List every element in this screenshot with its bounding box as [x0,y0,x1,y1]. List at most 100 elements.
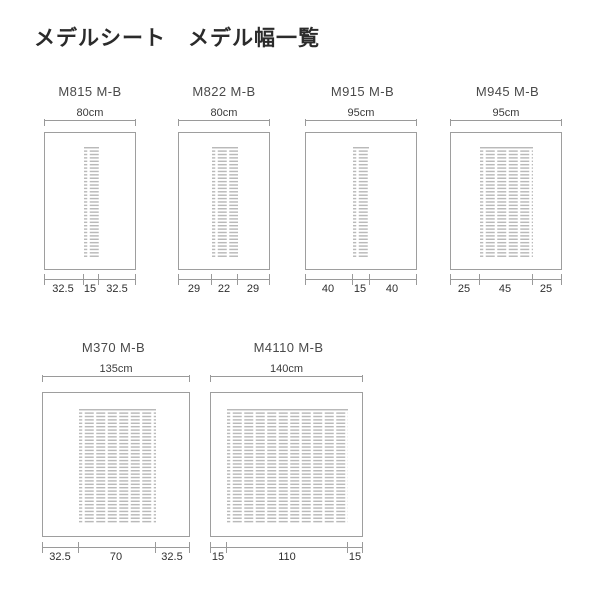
dimension-tick [42,542,43,553]
dimension-line [305,120,417,121]
dimension-tick [416,274,417,285]
dimension-tick [347,542,348,553]
segment-label: 29 [187,283,201,295]
dimension-tick [44,274,45,285]
segment-dimensions-m915: 40 15 40 [305,274,417,297]
dimension-tick-left [450,115,451,126]
segment-dimensions-m815: 32.5 15 32.5 [44,274,136,297]
medel-hatch-region-m370 [79,409,156,524]
dimension-tick-right [362,371,363,382]
segment-label: 40 [321,283,335,295]
segment-dimensions-m4110: 15 110 15 [210,542,363,565]
dimension-tick [226,542,227,553]
segment-label: 32.5 [161,551,183,563]
overall-width-dimension-m815: 80cm [44,107,136,130]
dimension-tick-right [189,371,190,382]
dimension-tick [210,542,211,553]
dimension-tick [237,274,238,285]
medel-hatch-region-m945 [480,147,533,258]
dimension-line [210,547,363,548]
overall-width-dimension-m945: 95cm [450,107,562,130]
panel-title-m945: M945 M-B [475,84,540,99]
panel-m915: M915 M-B 95cm 40 15 40 [295,84,430,299]
dimension-tick [78,542,79,553]
overall-width-value: 95cm [487,107,525,119]
overall-width-dimension-m915: 95cm [305,107,417,130]
segment-label: 32.5 [52,283,74,295]
dimension-line [44,279,136,280]
segment-label: 29 [246,283,260,295]
dimension-line [450,120,562,121]
medel-hatch-region-m4110 [227,409,348,524]
dimension-line [210,376,363,377]
dimension-tick-right [135,115,136,126]
dimension-line [44,120,136,121]
dimension-line [178,279,270,280]
panel-title-m822: M822 M-B [192,84,256,99]
dimension-tick [305,274,306,285]
dimension-tick [135,274,136,285]
segment-label: 15 [211,551,225,563]
overall-width-dimension-m4110: 140cm [210,363,363,386]
segment-dimensions-m945: 25 45 25 [450,274,562,297]
overall-width-value: 95cm [342,107,380,119]
sheet-outline-m370 [42,392,190,537]
medel-hatch-region-m815 [84,147,99,258]
dimension-tick [369,274,370,285]
medel-hatch-region-m915 [353,147,369,258]
sheet-outline-m822 [178,132,270,270]
segment-dimensions-m370: 32.5 70 32.5 [42,542,190,565]
dimension-tick [561,274,562,285]
sheet-outline-m4110 [210,392,363,537]
sheet-outline-m945 [450,132,562,270]
segment-label: 32.5 [106,283,128,295]
panel-m945: M945 M-B 95cm 25 45 25 [440,84,575,299]
panel-m4110: M4110 M-B 140cm 15 110 15 [196,340,381,570]
dimension-tick-left [305,115,306,126]
dimension-tick [362,542,363,553]
overall-width-label: 80cm [44,107,136,119]
dimension-line [42,376,190,377]
dimension-line [450,279,562,280]
overall-width-value: 80cm [205,107,243,119]
panel-title-m815: M815 M-B [58,84,122,99]
segment-label: 110 [278,551,296,563]
dimension-tick-left [42,371,43,382]
segment-label: 32.5 [49,551,71,563]
overall-width-label: 95cm [305,107,417,119]
overall-width-label: 80cm [178,107,270,119]
dimension-tick-left [178,115,179,126]
segment-label: 45 [498,283,512,295]
dimension-tick [211,274,212,285]
segment-dimensions-m822: 29 22 29 [178,274,270,297]
segment-label: 40 [385,283,399,295]
page-title: メデルシート メデル幅一覧 [34,27,320,50]
sheet-outline-m815 [44,132,136,270]
overall-width-label: 135cm [42,363,190,375]
overall-width-dimension-m370: 135cm [42,363,190,386]
segment-label: 22 [217,283,231,295]
dimension-tick [189,542,190,553]
segment-label: 25 [539,283,553,295]
segment-label: 15 [353,283,367,295]
dimension-line [305,279,417,280]
dimension-tick [532,274,533,285]
panel-m822: M822 M-B 80cm 29 22 29 [160,84,288,299]
overall-width-label: 140cm [210,363,363,375]
medel-hatch-region-m822 [212,147,238,258]
dimension-line [42,547,190,548]
sheet-outline-m915 [305,132,417,270]
dimension-tick [352,274,353,285]
panel-title-m4110: M4110 M-B [253,340,324,355]
dimension-tick-left [44,115,45,126]
segment-label: 25 [457,283,471,295]
dimension-tick-right [269,115,270,126]
panel-title-m370: M370 M-B [81,340,146,355]
overall-width-dimension-m822: 80cm [178,107,270,130]
overall-width-label: 95cm [450,107,562,119]
panel-m815: M815 M-B 80cm 32.5 15 32.5 [26,84,154,299]
dimension-tick [450,274,451,285]
dimension-tick-right [561,115,562,126]
dimension-tick [178,274,179,285]
overall-width-value: 140cm [264,363,309,375]
